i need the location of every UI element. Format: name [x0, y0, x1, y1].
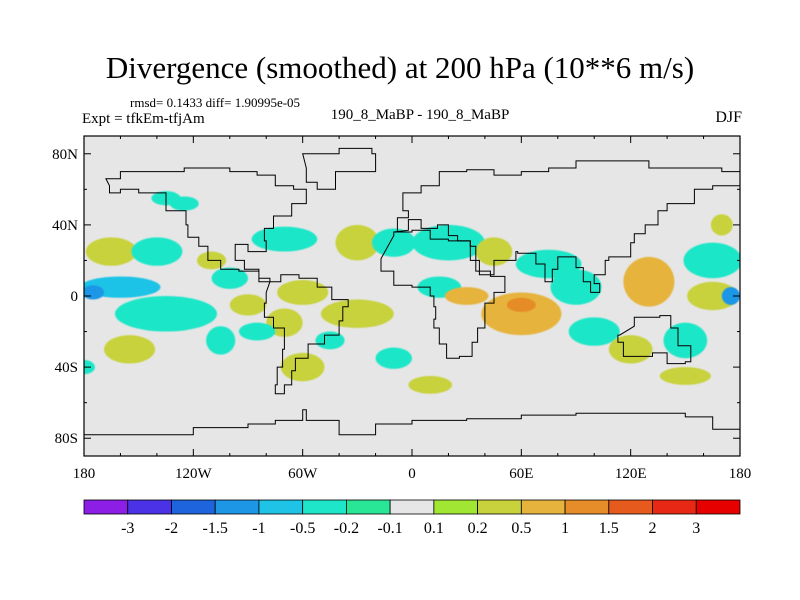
anomaly-region: [280, 352, 325, 382]
anomaly-region: [335, 224, 380, 261]
anomaly-region: [623, 256, 675, 307]
anomaly-region: [315, 331, 345, 350]
colorbar-swatch: [127, 499, 172, 515]
coastline-path: [263, 274, 349, 395]
anomaly-region: [550, 269, 602, 305]
season-label: DJF: [715, 109, 742, 126]
coastline-path: [105, 167, 307, 283]
anomaly-region: [408, 376, 453, 394]
colorbar-label: 1.5: [599, 520, 619, 537]
anomaly-region: [104, 335, 156, 364]
experiment-label: Expt = tfkEm-tfjAm: [82, 111, 205, 127]
anomaly-region: [131, 237, 183, 266]
chart-title: Divergence (smoothed) at 200 hPa (10**6 …: [105, 50, 695, 85]
anomaly-region: [206, 326, 236, 355]
anomaly-region: [710, 214, 733, 236]
anomaly-region: [266, 308, 303, 337]
colorbar-swatch: [433, 499, 479, 515]
colorbar-label: -3: [121, 520, 134, 537]
colorbar-swatch: [477, 499, 522, 515]
anomaly-region: [608, 335, 653, 364]
anomaly-region: [568, 317, 620, 346]
y-tick-label: 80N: [52, 147, 78, 163]
anomaly-region: [277, 280, 329, 305]
colorbar-label: 0.2: [468, 520, 488, 537]
colorbar-label: -0.2: [334, 520, 359, 537]
colorbar-label: -2: [165, 520, 178, 537]
colorbar-swatch: [171, 499, 216, 515]
x-tick-label: 180: [729, 466, 752, 482]
x-tick-label: 180: [73, 466, 96, 482]
x-tick-label: 0: [408, 466, 416, 482]
colorbar-swatch: [608, 499, 653, 515]
colorbar-label: -0.5: [290, 520, 315, 537]
y-tick-label: 40S: [55, 360, 78, 376]
colorbar-swatch: [695, 499, 741, 515]
colorbar-label: -1.5: [203, 520, 228, 537]
anomaly-region: [663, 322, 708, 359]
colorbar-label: -0.1: [377, 520, 402, 537]
colorbar-label: 3: [692, 520, 700, 537]
y-axis-ticks: 80N 40N 0 40S 80S: [52, 147, 740, 447]
anomaly-region: [238, 322, 276, 341]
colorbar-swatch: [389, 499, 435, 515]
stats-line: rmsd= 0.1433 diff= 1.90995e-05: [130, 95, 301, 110]
anomaly-region: [683, 242, 740, 279]
anomaly-region: [721, 287, 740, 305]
colorbar-swatch: [302, 499, 347, 515]
coastline-path: [380, 229, 506, 359]
anomaly-region: [481, 292, 562, 336]
coastline-path: [84, 409, 740, 456]
anomaly-region: [375, 347, 412, 369]
colorbar: -3 -2 -1.5 -1 -0.5 -0.2 -0.1 0.1 0.2 0.5 1 1.5 2 3: [83, 499, 741, 537]
anomaly-region: [659, 367, 711, 385]
anomaly-region: [114, 296, 218, 332]
colorbar-label: -1: [252, 520, 265, 537]
colorbar-swatch: [520, 499, 566, 515]
center-subtitle: 190_8_MaBP - 190_8_MaBP: [330, 107, 510, 123]
y-tick-label: 80S: [55, 431, 78, 447]
colorbar-label: 2: [649, 520, 657, 537]
coastline-path: [617, 315, 692, 365]
y-tick-label: 0: [71, 289, 79, 305]
colorbar-swatch: [214, 499, 260, 515]
colorbar-label: 0.5: [511, 520, 531, 537]
colorbar-swatch: [345, 499, 391, 515]
colorbar-swatch: [652, 499, 697, 515]
colorbar-label: 0.1: [424, 520, 444, 537]
colorbar-swatch: [83, 499, 129, 515]
x-axis-ticks: 180 120W 60W 0 60E 120E 180: [73, 136, 752, 482]
colorbar-swatch: [258, 499, 304, 515]
anomaly-region: [211, 267, 248, 289]
anomaly-region: [506, 297, 536, 312]
x-tick-label: 60W: [288, 466, 318, 482]
x-tick-label: 60E: [509, 466, 533, 482]
anomaly-region: [320, 299, 394, 328]
coastline-outline: [84, 147, 740, 456]
anomaly-region: [229, 294, 267, 316]
x-tick-label: 120W: [175, 466, 213, 482]
anomaly-region: [251, 226, 318, 252]
anomaly-region: [687, 281, 739, 311]
anomaly-region: [444, 287, 489, 305]
x-tick-label: 120E: [615, 466, 647, 482]
colorbar-swatch: [564, 499, 610, 515]
y-tick-label: 40N: [52, 218, 78, 234]
anomaly-region: [84, 285, 105, 300]
coastline-path: [393, 160, 740, 293]
anomaly-region: [475, 237, 513, 266]
coastline-path: [302, 147, 377, 190]
anomaly-region: [371, 228, 416, 257]
colorbar-label: 1: [561, 520, 569, 537]
anomaly-region: [85, 237, 137, 266]
